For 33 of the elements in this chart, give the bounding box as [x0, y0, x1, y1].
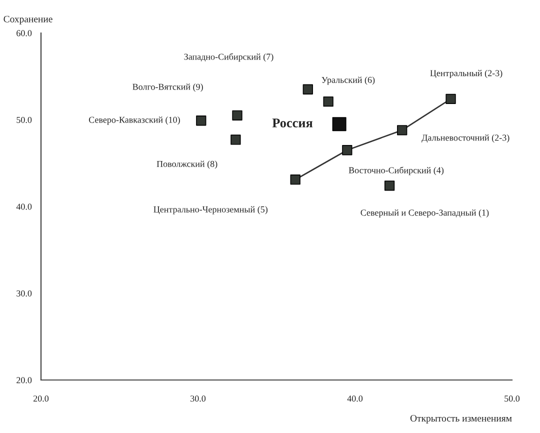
x-axis-title: Открытость изменениям [410, 415, 512, 424]
annotation: Центрально-Черноземный (5) [154, 206, 268, 214]
x-tick-label: 30.0 [190, 396, 206, 402]
point [446, 94, 456, 104]
point [397, 125, 408, 136]
point [230, 134, 241, 145]
y-axis-title: Сохранение [4, 16, 52, 24]
point [323, 96, 334, 107]
y-tick-label: 50.0 [16, 116, 32, 124]
annotation: Россия [272, 118, 313, 128]
annotation: Уральский (6) [322, 76, 375, 85]
annotation: Западно-Сибирский (7) [184, 53, 274, 62]
y-tick-label: 40.0 [16, 204, 32, 210]
annotation: Дальневосточний (2-3) [422, 134, 510, 143]
point [384, 180, 395, 191]
x-tick-label: 40.0 [347, 396, 363, 402]
y-tick-label: 30.0 [16, 290, 32, 297]
point [332, 117, 346, 132]
point [302, 84, 313, 94]
annotation: Поволжский (8) [156, 160, 218, 169]
annotation: Северный и Северо-Западный (1) [360, 209, 489, 218]
x-tick-label: 20.0 [33, 396, 49, 402]
point [196, 116, 206, 126]
y-tick-label: 60.0 [16, 30, 32, 36]
y-tick-label: 20.0 [16, 377, 32, 384]
annotation: Волго-Вятский (9) [132, 84, 203, 92]
point [290, 174, 300, 185]
x-tick-label: 50.0 [504, 396, 520, 402]
annotation: Северо-Кавказский (10) [88, 116, 180, 125]
annotation: Восточно-Сибирский (4) [348, 166, 444, 176]
point [342, 145, 352, 156]
annotation: Центральный (2-3) [430, 70, 502, 78]
point [232, 110, 242, 120]
